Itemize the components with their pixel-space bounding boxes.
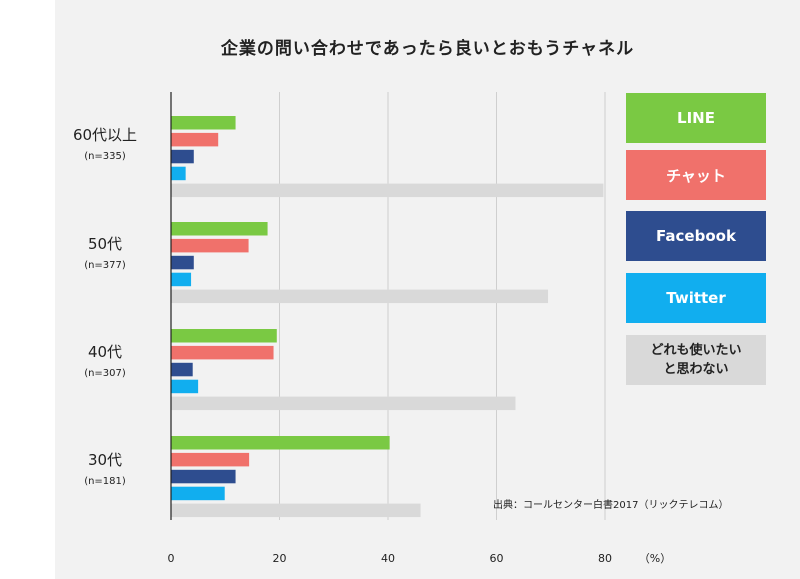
- bar-group0-series2: [171, 149, 194, 164]
- bar-group1-series0: [171, 222, 268, 236]
- bar-group0-series1: [171, 132, 219, 147]
- group-name: 40代: [87, 343, 123, 361]
- bar-group0-series0: [171, 116, 236, 130]
- bar-group2-series0: [171, 329, 277, 343]
- bar-group1-series1: [171, 238, 249, 253]
- x-tick-label-20: 20: [273, 552, 287, 565]
- bar-group0-series4: [171, 183, 604, 198]
- legend-item-none: どれも使いたい と思わない: [626, 335, 766, 385]
- x-tick-label-60: 60: [490, 552, 504, 565]
- bar-group2-series2: [171, 362, 193, 377]
- legend-label: Facebook: [656, 227, 736, 245]
- bar-group3-series3: [171, 486, 225, 501]
- bar-group3-series1: [171, 452, 250, 467]
- legend-label-line2: と思わない: [663, 362, 729, 377]
- bar-group1-series2: [171, 255, 194, 270]
- bar-group2-series4: [171, 396, 516, 411]
- x-tick-labels: 0 20 40 60 80: [168, 552, 613, 565]
- bar-group1-series4: [171, 289, 549, 304]
- bar-group2-series3: [171, 379, 199, 394]
- group-sample-size: (n=181): [84, 476, 126, 487]
- x-tick-label-80: 80: [598, 552, 612, 565]
- bar-group1-series3: [171, 272, 192, 287]
- group-label-30s: 30代 (n=181): [55, 449, 155, 487]
- legend-item-facebook: Facebook: [626, 211, 766, 261]
- group-sample-size: (n=335): [84, 151, 126, 162]
- group-sample-size: (n=307): [84, 368, 126, 379]
- legend-item-twitter: Twitter: [626, 273, 766, 323]
- bar-group3-series0: [171, 436, 390, 450]
- gridlines: [279, 92, 606, 520]
- x-tick-label-40: 40: [381, 552, 395, 565]
- legend-label: Twitter: [666, 289, 726, 307]
- x-tick-label-0: 0: [168, 552, 175, 565]
- source-note: 出典：コールセンター白書2017（リックテレコム）: [493, 500, 729, 511]
- bars: [171, 116, 604, 518]
- group-name: 60代以上: [72, 126, 138, 144]
- bar-group0-series3: [171, 166, 186, 181]
- bar-group3-series4: [171, 503, 421, 518]
- group-label-50s: 50代 (n=377): [55, 233, 155, 271]
- legend-label-line1: どれも使いたい: [650, 343, 742, 358]
- legend-item-chat: チャット: [626, 150, 766, 200]
- bar-group3-series2: [171, 469, 236, 484]
- legend-label: どれも使いたい と思わない: [650, 341, 741, 379]
- group-label-40s: 40代 (n=307): [55, 341, 155, 379]
- group-name: 50代: [87, 235, 123, 253]
- group-label-60s: 60代以上 (n=335): [55, 124, 155, 162]
- x-axis-unit: （%）: [639, 552, 671, 565]
- group-name: 30代: [87, 451, 123, 469]
- legend-item-line: LINE: [626, 93, 766, 143]
- chart-title: 企業の問い合わせであったら良いとおもうチャネル: [220, 39, 635, 59]
- legend-label: チャット: [666, 166, 726, 185]
- group-sample-size: (n=377): [84, 260, 126, 271]
- bar-group2-series1: [171, 345, 274, 360]
- legend-label: LINE: [677, 109, 715, 127]
